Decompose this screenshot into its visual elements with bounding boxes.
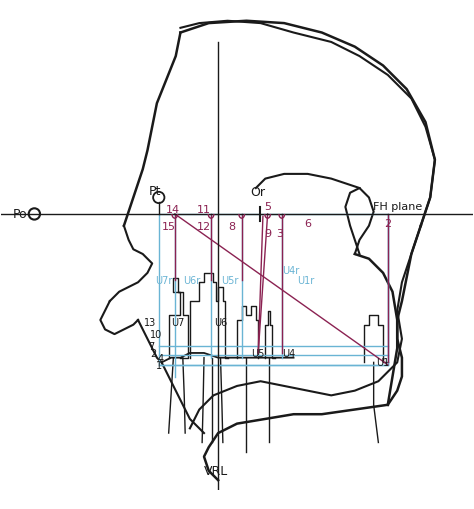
Text: Or: Or <box>251 186 266 199</box>
Text: 3: 3 <box>276 229 283 238</box>
Text: 2: 2 <box>384 219 392 229</box>
Text: U7: U7 <box>172 318 185 328</box>
Text: U5: U5 <box>252 348 265 358</box>
Text: U1: U1 <box>376 358 390 367</box>
Text: 12: 12 <box>197 221 211 231</box>
Bar <box>159 214 388 365</box>
Text: 9: 9 <box>264 229 271 238</box>
Text: U7r: U7r <box>155 275 173 286</box>
Text: 15: 15 <box>162 221 176 231</box>
Text: 1: 1 <box>156 360 162 370</box>
Text: FH plane: FH plane <box>373 202 422 212</box>
Text: U4: U4 <box>282 348 295 358</box>
Text: 14: 14 <box>166 205 181 215</box>
Text: 11: 11 <box>197 205 211 215</box>
Text: VRL: VRL <box>204 464 228 477</box>
Text: Pt: Pt <box>148 185 161 197</box>
Text: 7: 7 <box>148 341 155 351</box>
Text: U6r: U6r <box>183 275 201 286</box>
Text: 13: 13 <box>144 318 156 328</box>
Text: U4r: U4r <box>283 266 300 276</box>
Text: 2: 2 <box>150 348 156 358</box>
Text: U1r: U1r <box>297 275 314 286</box>
Text: 6: 6 <box>304 219 311 229</box>
Text: 8: 8 <box>229 221 236 231</box>
Text: Po: Po <box>13 208 27 221</box>
Text: 5: 5 <box>264 202 271 212</box>
Text: 10: 10 <box>150 329 162 340</box>
Text: U6: U6 <box>214 318 227 328</box>
Text: 4: 4 <box>157 353 163 363</box>
Text: U5r: U5r <box>221 275 238 286</box>
